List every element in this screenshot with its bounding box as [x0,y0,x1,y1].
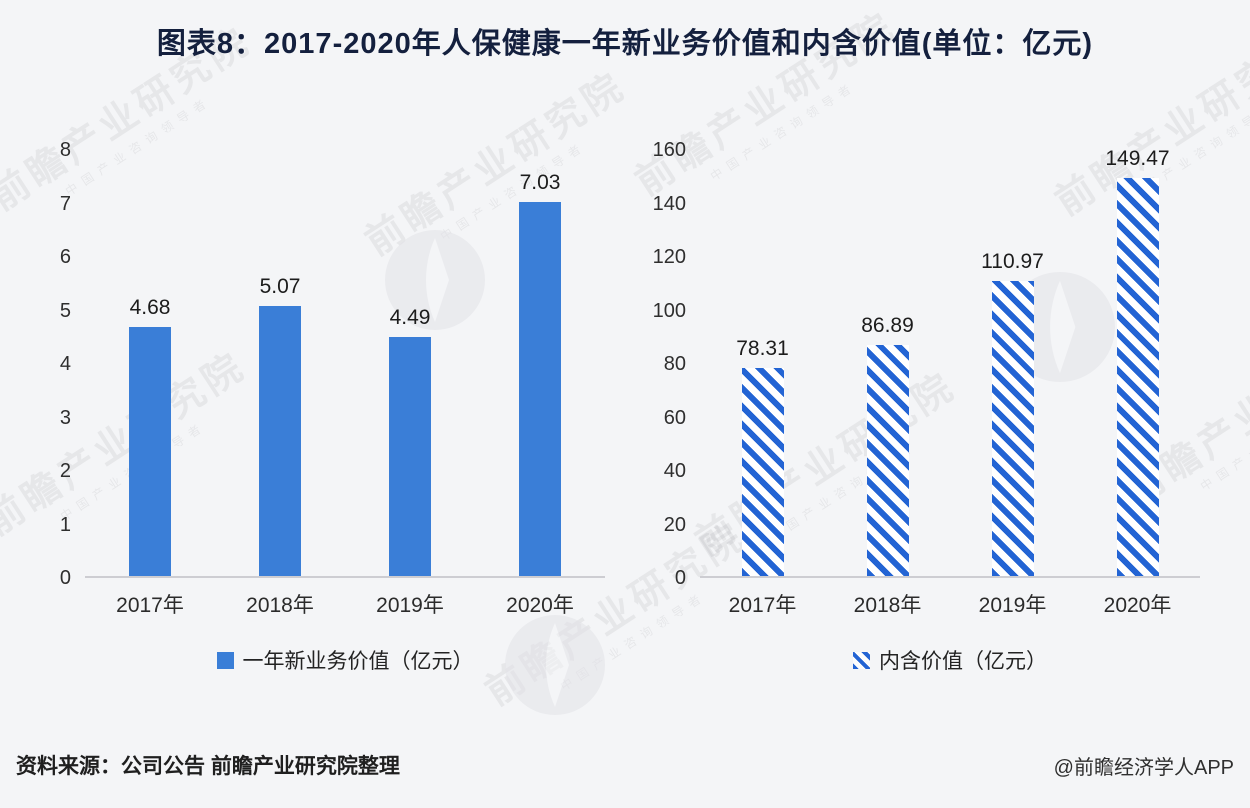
bar-slot: 7.03 [475,150,605,576]
x-axis-label: 2018年 [853,594,922,617]
y-tick-label: 4 [59,353,71,375]
bar-2018年: 5.07 [259,275,301,576]
x-axis-label: 2019年 [376,594,444,617]
plot-area: 4.68 5.07 4.49 7.03 [85,150,605,578]
bar-slot: 78.31 [700,150,825,576]
chart-embedded-value: 0 20 40 60 80 100 120 140 160 78.31 86.89 110.97 14… [630,140,1205,675]
y-tick-label: 8 [59,139,71,161]
legend: 内含价值（亿元） [700,645,1200,675]
y-tick-label: 2 [59,460,71,482]
y-tick-label: 1 [59,513,71,536]
y-tick-label: 60 [663,406,686,429]
credit-note: @前瞻经济学人APP [1053,756,1234,779]
y-tick-label: 120 [652,246,686,268]
x-axis-label: 2019年 [978,594,1047,617]
legend-solid-swatch-icon [216,651,234,669]
y-tick-label: 6 [59,246,71,268]
bar-value-label: 149.47 [1105,147,1170,171]
legend-label: 内含价值（亿元） [879,650,1047,673]
y-axis: 0 20 40 60 80 100 120 140 160 [630,140,686,588]
source-note: 资料来源：公司公告 前瞻产业研究院整理 [16,755,400,778]
page-title: 图表8：2017-2020年人保健康一年新业务价值和内含价值(单位：亿元) [156,28,1094,60]
bar-2020年: 149.47 [1105,147,1170,576]
legend-label: 一年新业务价值（亿元） [242,650,474,673]
y-axis: 0 1 2 3 4 5 6 7 8 [15,140,71,588]
bar-2018年: 86.89 [861,314,914,576]
plot-wrap: 0 20 40 60 80 100 120 140 160 78.31 86.89 110.97 14… [630,140,1205,588]
y-tick-label: 160 [652,139,686,161]
bar-2017年: 78.31 [736,337,789,576]
y-tick-label: 0 [674,567,686,589]
y-tick-label: 40 [663,460,686,482]
plot-area: 78.31 86.89 110.97 149.47 [700,147,1200,578]
x-axis-label: 2020年 [506,594,574,617]
x-axis-label: 2017年 [116,594,184,617]
x-axis-label: 2020年 [1103,594,1172,617]
bar-slot: 86.89 [825,150,950,576]
bar-value-label: 4.68 [129,295,171,319]
legend-hatched-swatch-icon [853,651,870,669]
x-axis-label: 2018年 [246,594,314,617]
bar-2019年: 4.49 [389,306,431,576]
x-axis: 2017年 2018年 2019年 2020年 [700,578,1200,619]
y-tick-label: 5 [59,299,71,322]
bar-slot: 110.97 [950,150,1075,576]
bar-value-label: 86.89 [861,313,914,337]
y-tick-label: 3 [59,406,71,429]
y-tick-label: 100 [652,299,686,322]
bar-2019年: 110.97 [981,250,1044,576]
bar-2020年: 7.03 [519,171,561,576]
bar-value-label: 78.31 [736,336,789,360]
bar-slot: 5.07 [215,150,345,576]
y-tick-label: 0 [59,567,71,589]
bar-slot: 4.68 [85,150,215,576]
bar-value-label: 110.97 [981,249,1044,273]
bar-slot: 4.49 [345,150,475,576]
legend: 一年新业务价值（亿元） [85,645,605,675]
footer: 资料来源：公司公告 前瞻产业研究院整理 @前瞻经济学人APP [16,750,1234,780]
x-axis: 2017年 2018年 2019年 2020年 [85,578,605,619]
y-tick-label: 140 [652,192,686,215]
bar-value-label: 4.49 [389,305,431,329]
y-tick-label: 7 [59,192,71,215]
bar-value-label: 7.03 [519,170,561,194]
bar-2017年: 4.68 [129,296,171,576]
bar-slot: 149.47 [1075,147,1200,576]
y-tick-label: 80 [663,353,686,375]
bar-value-label: 5.07 [259,275,301,299]
y-tick-label: 20 [663,513,686,536]
x-axis-label: 2017年 [728,594,797,617]
plot-wrap: 0 1 2 3 4 5 6 7 8 4.68 5.07 4.49 7.03 [15,140,610,588]
